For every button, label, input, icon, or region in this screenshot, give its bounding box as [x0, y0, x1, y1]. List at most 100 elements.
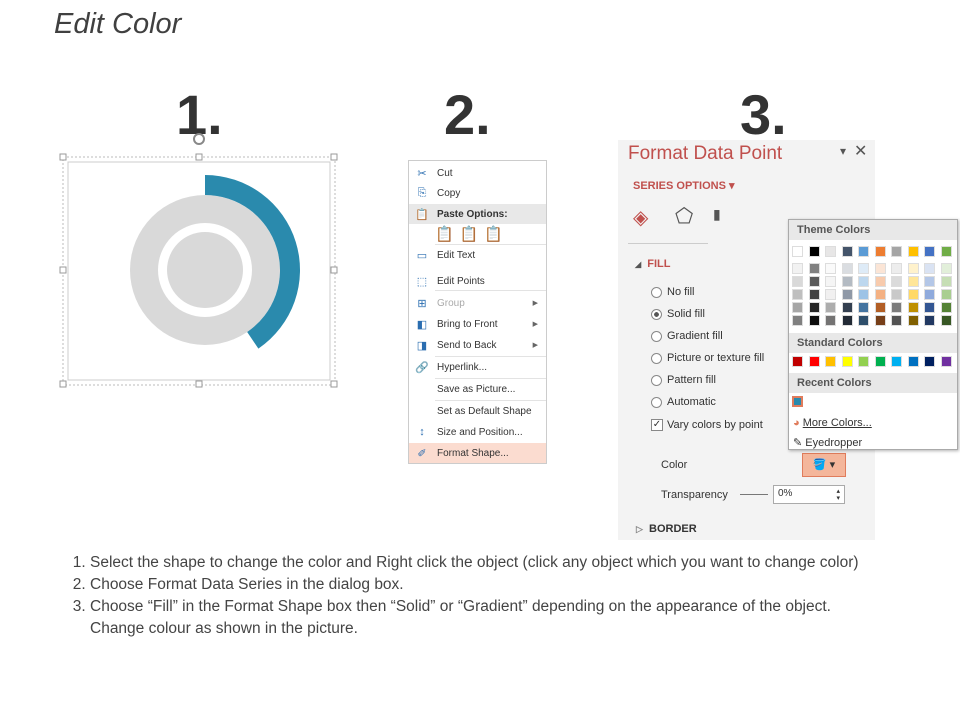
- theme-shade-swatch[interactable]: [858, 276, 869, 287]
- theme-shade-swatch[interactable]: [841, 276, 853, 287]
- theme-shade-swatch[interactable]: [825, 302, 836, 313]
- series-options-dropdown[interactable]: SERIES OPTIONS ▾: [633, 180, 735, 192]
- standard-color-swatch[interactable]: [924, 356, 935, 367]
- menu-item[interactable]: ◨ Send to Back ▶: [409, 335, 546, 355]
- standard-color-swatch[interactable]: [874, 356, 886, 367]
- fill-option-radio[interactable]: Solid fill: [651, 308, 705, 320]
- menu-item[interactable]: ↕ Size and Position...: [409, 422, 546, 442]
- theme-shade-swatch[interactable]: [891, 315, 902, 326]
- standard-color-swatch[interactable]: [891, 356, 902, 367]
- fill-section-toggle[interactable]: ◢ FILL: [635, 258, 671, 270]
- border-section-toggle[interactable]: ▷ BORDER: [636, 523, 697, 535]
- donut-segment-selected[interactable]: [205, 175, 300, 349]
- theme-shade-swatch[interactable]: [792, 263, 803, 274]
- theme-color-swatch[interactable]: [841, 246, 853, 257]
- resize-handle[interactable]: [195, 153, 203, 161]
- theme-shade-swatch[interactable]: [841, 289, 853, 300]
- theme-shade-swatch[interactable]: [792, 276, 803, 287]
- theme-shade-swatch[interactable]: [792, 302, 803, 313]
- theme-shade-swatch[interactable]: [891, 302, 902, 313]
- standard-color-swatch[interactable]: [907, 356, 919, 367]
- theme-shade-swatch[interactable]: [808, 276, 820, 287]
- theme-shade-swatch[interactable]: [940, 276, 952, 287]
- donut-chart-selection[interactable]: [55, 130, 345, 395]
- menu-item[interactable]: ▭ Edit Text: [409, 245, 546, 265]
- theme-shade-swatch[interactable]: [825, 276, 836, 287]
- theme-shade-swatch[interactable]: [825, 263, 836, 274]
- theme-shade-swatch[interactable]: [841, 315, 853, 326]
- theme-shade-swatch[interactable]: [940, 289, 952, 300]
- standard-color-swatch[interactable]: [825, 356, 836, 367]
- menu-item[interactable]: 🔗 Hyperlink...: [409, 357, 546, 377]
- theme-shade-swatch[interactable]: [858, 315, 869, 326]
- fill-option-radio[interactable]: Picture or texture fill: [651, 352, 764, 364]
- theme-shade-swatch[interactable]: [891, 289, 902, 300]
- fill-option-radio[interactable]: Gradient fill: [651, 330, 723, 342]
- theme-shade-swatch[interactable]: [874, 302, 886, 313]
- transparency-input[interactable]: 0% ▴ ▾: [773, 485, 845, 504]
- theme-shade-swatch[interactable]: [858, 302, 869, 313]
- theme-shade-swatch[interactable]: [907, 315, 919, 326]
- theme-shade-swatch[interactable]: [874, 289, 886, 300]
- theme-color-swatch[interactable]: [924, 246, 935, 257]
- eyedropper-button[interactable]: ✎ Eyedropper: [793, 436, 862, 449]
- theme-shade-swatch[interactable]: [940, 302, 952, 313]
- menu-item[interactable]: ⬚ Edit Points: [409, 271, 546, 291]
- rotate-handle-icon[interactable]: [193, 133, 205, 145]
- theme-shade-swatch[interactable]: [874, 315, 886, 326]
- theme-shade-swatch[interactable]: [841, 302, 853, 313]
- fill-option-radio[interactable]: Pattern fill: [651, 374, 716, 386]
- theme-shade-swatch[interactable]: [924, 263, 935, 274]
- recent-color-swatch[interactable]: [792, 396, 803, 407]
- theme-shade-swatch[interactable]: [940, 315, 952, 326]
- theme-color-swatch[interactable]: [825, 246, 836, 257]
- theme-shade-swatch[interactable]: [792, 289, 803, 300]
- theme-shade-swatch[interactable]: [924, 289, 935, 300]
- theme-shade-swatch[interactable]: [907, 263, 919, 274]
- theme-shade-swatch[interactable]: [858, 289, 869, 300]
- theme-color-swatch[interactable]: [907, 246, 919, 257]
- resize-handle[interactable]: [59, 380, 67, 388]
- theme-shade-swatch[interactable]: [808, 289, 820, 300]
- resize-handle[interactable]: [195, 380, 203, 388]
- theme-shade-swatch[interactable]: [825, 315, 836, 326]
- standard-color-swatch[interactable]: [792, 356, 803, 367]
- theme-shade-swatch[interactable]: [891, 276, 902, 287]
- standard-color-swatch[interactable]: [858, 356, 869, 367]
- theme-shade-swatch[interactable]: [924, 315, 935, 326]
- menu-item[interactable]: ✐ Format Shape...: [409, 443, 546, 463]
- theme-color-swatch[interactable]: [940, 246, 952, 257]
- fill-line-tab-icon[interactable]: ◈: [633, 207, 649, 229]
- resize-handle[interactable]: [330, 380, 338, 388]
- more-colors-button[interactable]: ◕ More Colors...: [793, 417, 872, 429]
- menu-item[interactable]: ⎘ Copy: [409, 183, 546, 203]
- theme-shade-swatch[interactable]: [841, 263, 853, 274]
- menu-item[interactable]: Save as Picture...: [409, 379, 546, 399]
- menu-item[interactable]: ◧ Bring to Front ▶: [409, 314, 546, 334]
- resize-handle[interactable]: [330, 153, 338, 161]
- standard-color-swatch[interactable]: [808, 356, 820, 367]
- paste-options-icons[interactable]: 📋📋📋: [435, 226, 510, 243]
- series-options-tab-icon[interactable]: ▮: [713, 206, 721, 222]
- theme-shade-swatch[interactable]: [907, 276, 919, 287]
- theme-shade-swatch[interactable]: [924, 276, 935, 287]
- theme-shade-swatch[interactable]: [874, 263, 886, 274]
- theme-shade-swatch[interactable]: [907, 289, 919, 300]
- theme-shade-swatch[interactable]: [907, 302, 919, 313]
- theme-shade-swatch[interactable]: [858, 263, 869, 274]
- close-icon[interactable]: ✕: [854, 143, 868, 160]
- resize-handle[interactable]: [59, 266, 67, 274]
- standard-color-swatch[interactable]: [841, 356, 853, 367]
- vary-colors-checkbox[interactable]: ✓ Vary colors by point: [651, 419, 763, 432]
- theme-color-swatch[interactable]: [858, 246, 869, 257]
- menu-item[interactable]: ⊞ Group ▶: [409, 293, 546, 313]
- transparency-slider[interactable]: [740, 494, 768, 495]
- theme-shade-swatch[interactable]: [808, 302, 820, 313]
- fill-option-radio[interactable]: Automatic: [651, 396, 716, 408]
- theme-color-swatch[interactable]: [891, 246, 902, 257]
- theme-color-swatch[interactable]: [874, 246, 886, 257]
- pane-menu-icon[interactable]: ▾: [840, 144, 847, 158]
- theme-shade-swatch[interactable]: [825, 289, 836, 300]
- theme-shade-swatch[interactable]: [874, 276, 886, 287]
- theme-shade-swatch[interactable]: [924, 302, 935, 313]
